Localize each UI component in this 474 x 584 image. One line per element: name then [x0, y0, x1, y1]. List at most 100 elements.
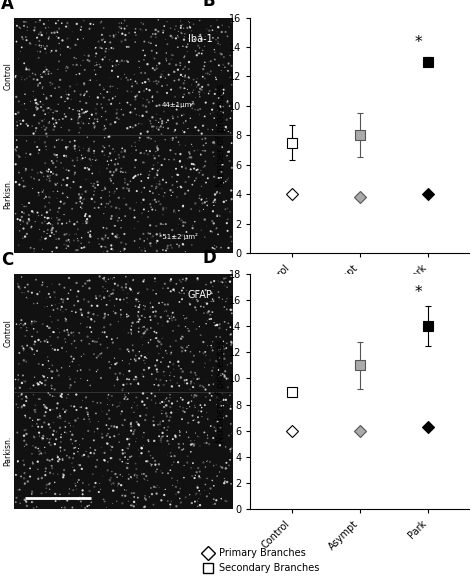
Point	[140, 205, 148, 214]
Point	[56, 443, 64, 452]
Point	[66, 383, 73, 392]
Point	[19, 34, 27, 44]
Point	[164, 468, 172, 478]
Point	[37, 168, 45, 177]
Point	[139, 111, 146, 120]
Point	[44, 338, 51, 347]
Point	[158, 119, 166, 128]
Point	[198, 194, 205, 204]
Point	[167, 23, 174, 33]
Point	[20, 17, 28, 26]
Point	[71, 144, 79, 154]
Point	[208, 288, 216, 298]
Point	[155, 298, 163, 308]
Point	[194, 286, 202, 296]
Point	[210, 423, 218, 432]
Point	[39, 68, 46, 78]
Point	[118, 283, 126, 292]
Point	[83, 214, 91, 224]
Point	[120, 244, 128, 253]
Point	[219, 60, 227, 69]
Point	[160, 71, 167, 81]
Point	[209, 243, 216, 252]
Point	[60, 471, 68, 480]
Point	[176, 214, 183, 224]
Point	[170, 457, 178, 467]
Point	[69, 439, 76, 449]
Point	[182, 218, 189, 227]
Point	[105, 141, 113, 151]
Point	[173, 102, 181, 111]
Point	[46, 479, 53, 489]
Point	[137, 187, 145, 197]
Point	[145, 338, 152, 347]
Point	[114, 84, 121, 93]
Point	[180, 218, 188, 227]
Point	[212, 426, 219, 436]
Point	[94, 424, 101, 433]
Point	[53, 404, 61, 413]
Point	[75, 475, 83, 484]
Point	[54, 207, 62, 217]
Point	[119, 168, 127, 177]
Point	[219, 413, 227, 422]
Point	[161, 423, 168, 432]
Point	[49, 391, 56, 401]
Point	[91, 446, 99, 455]
Point	[75, 444, 82, 453]
Point	[142, 326, 149, 336]
Point	[128, 328, 135, 337]
Point	[193, 374, 201, 384]
Point	[112, 470, 119, 479]
Point	[153, 109, 160, 119]
Point	[225, 127, 232, 136]
Point	[108, 214, 115, 223]
Point	[164, 116, 172, 125]
Point	[13, 135, 20, 145]
Point	[188, 471, 196, 481]
Point	[172, 208, 179, 217]
Point	[21, 182, 29, 191]
Point	[48, 345, 56, 354]
Point	[63, 394, 71, 403]
Point	[99, 274, 107, 283]
Point	[15, 282, 22, 291]
Point	[77, 203, 84, 212]
Point	[59, 36, 66, 45]
Point	[24, 218, 31, 227]
Point	[124, 444, 132, 453]
Point	[171, 67, 178, 77]
Point	[34, 380, 42, 390]
Point	[167, 241, 174, 250]
Point	[154, 420, 162, 429]
Point	[108, 422, 115, 431]
Point	[128, 82, 136, 91]
Point	[80, 144, 88, 153]
Point	[128, 329, 135, 339]
Point	[83, 322, 91, 332]
Point	[172, 336, 180, 346]
Point	[71, 465, 78, 475]
Point	[202, 376, 210, 385]
Point	[116, 19, 123, 28]
Point	[38, 280, 46, 290]
Point	[41, 115, 48, 124]
Point	[41, 443, 48, 452]
Point	[73, 494, 81, 503]
Point	[18, 390, 26, 399]
Point	[30, 247, 38, 256]
Point	[173, 170, 181, 179]
Point	[62, 86, 69, 96]
Point	[65, 331, 73, 340]
Point	[55, 371, 63, 380]
Point	[23, 229, 31, 238]
Point	[42, 192, 50, 201]
Point	[91, 482, 98, 492]
Point	[166, 390, 174, 399]
Point	[32, 98, 40, 107]
Point	[218, 401, 225, 411]
Point	[145, 114, 153, 124]
Point	[52, 379, 60, 388]
Point	[199, 146, 207, 155]
Point	[184, 85, 191, 94]
